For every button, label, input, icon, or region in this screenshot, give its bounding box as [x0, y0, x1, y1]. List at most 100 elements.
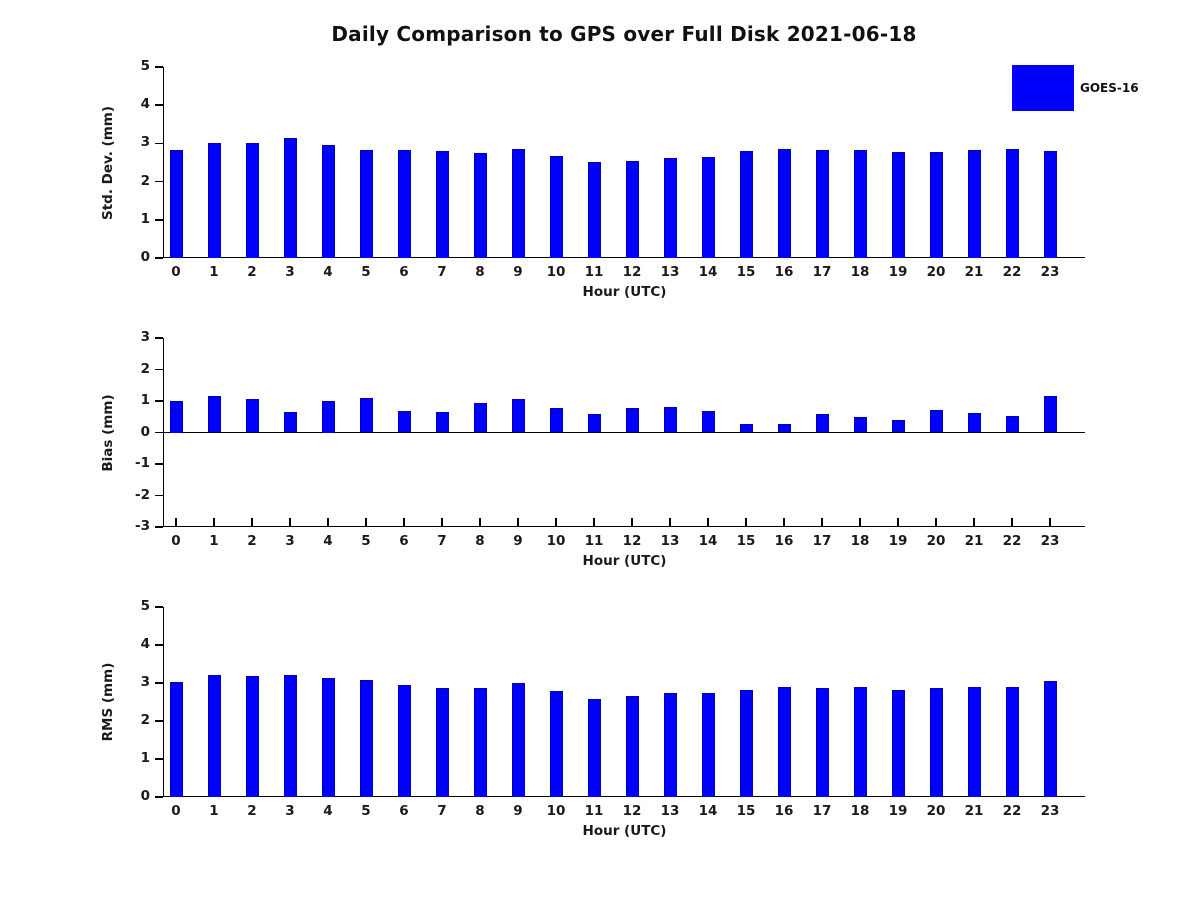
bar-hour-13	[663, 693, 677, 797]
x-tick-label: 6	[399, 803, 409, 819]
bar-hour-12	[625, 161, 639, 258]
bar-hour-13	[663, 407, 677, 433]
bar-hour-2	[245, 676, 259, 797]
subplot-1-plot-area: 0 1 2 3 4 5 0 1 2 3 4 5 6 7 8 9 10 11 12 13 14 15 16 17 18 19 20 21…	[100, 59, 1085, 300]
bar-hour-0	[169, 682, 183, 797]
bar-hour-6	[397, 685, 411, 797]
y-tick-mark	[155, 720, 163, 722]
x-tick-label: 20	[926, 803, 946, 819]
page-title: Daily Comparison to GPS over Full Disk 2…	[331, 22, 917, 46]
bar-hour-10	[549, 156, 563, 258]
bar-hour-4	[321, 401, 335, 433]
y-axis-label: Std. Dev. (mm)	[100, 105, 116, 220]
x-tick-label: 6	[399, 264, 409, 280]
x-tick-mark	[973, 518, 975, 526]
y-tick-mark	[155, 142, 163, 145]
x-tick-label: 23	[1040, 533, 1060, 549]
bar-hour-18	[853, 149, 867, 258]
x-tick-mark	[517, 518, 519, 526]
x-tick-label: 9	[513, 803, 523, 819]
x-tick-label: 5	[361, 264, 371, 280]
bar-hour-10	[549, 407, 563, 433]
x-tick-label: 14	[698, 533, 718, 549]
bar-hour-8	[473, 687, 487, 797]
x-tick-label: 8	[475, 803, 485, 819]
x-tick-label: 18	[850, 803, 870, 819]
bar-hour-5	[359, 680, 373, 797]
bar-hour-18	[853, 417, 867, 433]
y-tick-mark	[155, 494, 163, 497]
bar-hour-13	[663, 157, 677, 258]
bar-hour-15	[739, 689, 753, 797]
bar-hour-21	[967, 687, 981, 797]
x-tick-label: 4	[323, 803, 333, 819]
y-tick-mark	[155, 400, 163, 402]
x-tick-label: 16	[774, 264, 794, 280]
x-tick-mark	[593, 518, 595, 526]
bar-hour-11	[587, 413, 601, 433]
x-tick-label: 16	[774, 803, 794, 819]
y-tick-label: 4	[140, 96, 150, 113]
bar-hour-16	[777, 687, 791, 797]
y-tick-mark	[155, 526, 163, 528]
x-tick-label: 3	[285, 264, 295, 280]
x-tick-label: 18	[850, 264, 870, 280]
x-tick-mark	[251, 518, 253, 526]
x-tick-mark	[631, 518, 633, 526]
x-tick-label: 0	[171, 533, 181, 549]
x-tick-label: 18	[850, 533, 870, 549]
bar-hour-14	[701, 411, 715, 433]
y-tick-label: 1	[140, 392, 150, 408]
x-tick-mark	[935, 518, 937, 526]
x-tick-label: 13	[660, 533, 680, 549]
x-tick-label: 9	[513, 264, 523, 280]
y-tick-label: 3	[140, 134, 150, 151]
y-tick-mark	[155, 337, 163, 339]
x-tick-label: 1	[209, 533, 219, 549]
x-tick-label: 15	[736, 533, 756, 549]
x-tick-mark	[707, 518, 709, 526]
x-tick-mark	[175, 518, 177, 526]
x-tick-label: 14	[698, 264, 718, 280]
x-tick-mark	[289, 518, 291, 526]
x-tick-label: 20	[926, 533, 946, 549]
x-tick-label: 12	[622, 803, 642, 819]
x-tick-label: 0	[171, 264, 181, 280]
x-tick-label: 17	[812, 803, 832, 819]
x-tick-label: 21	[964, 264, 984, 280]
y-tick-label: 4	[140, 636, 150, 652]
x-axis-label: Hour (UTC)	[582, 553, 667, 569]
bar-hour-20	[929, 687, 943, 797]
x-tick-mark	[365, 518, 367, 526]
bar-hour-14	[701, 157, 715, 258]
x-tick-label: 20	[926, 264, 946, 280]
x-tick-mark	[1049, 518, 1051, 526]
x-tick-label: 19	[888, 533, 908, 549]
x-tick-label: 4	[323, 533, 333, 549]
bar-hour-1	[207, 143, 221, 258]
x-tick-mark	[745, 518, 747, 526]
x-tick-label: 7	[437, 264, 447, 280]
bar-hour-8	[473, 152, 487, 258]
y-tick-mark	[155, 368, 163, 371]
x-tick-label: 17	[812, 533, 832, 549]
x-tick-mark	[403, 518, 405, 526]
x-tick-label: 21	[964, 803, 984, 819]
bar-hour-12	[625, 695, 639, 797]
bar-hour-18	[853, 687, 867, 797]
bar-hour-17	[815, 150, 829, 258]
bar-hour-9	[511, 399, 525, 433]
y-tick-mark	[155, 796, 163, 798]
x-tick-label: 17	[812, 264, 832, 280]
bar-hour-17	[815, 413, 829, 433]
bar-hour-15	[739, 151, 753, 258]
bar-hour-1	[207, 675, 221, 797]
y-tick-label: -1	[135, 455, 150, 471]
x-tick-label: 10	[546, 533, 566, 549]
legend-swatch-icon	[1012, 65, 1074, 111]
bar-hour-11	[587, 162, 601, 258]
bar-hour-17	[815, 687, 829, 797]
bar-hour-1	[207, 396, 221, 433]
bar-hour-19	[891, 690, 905, 797]
